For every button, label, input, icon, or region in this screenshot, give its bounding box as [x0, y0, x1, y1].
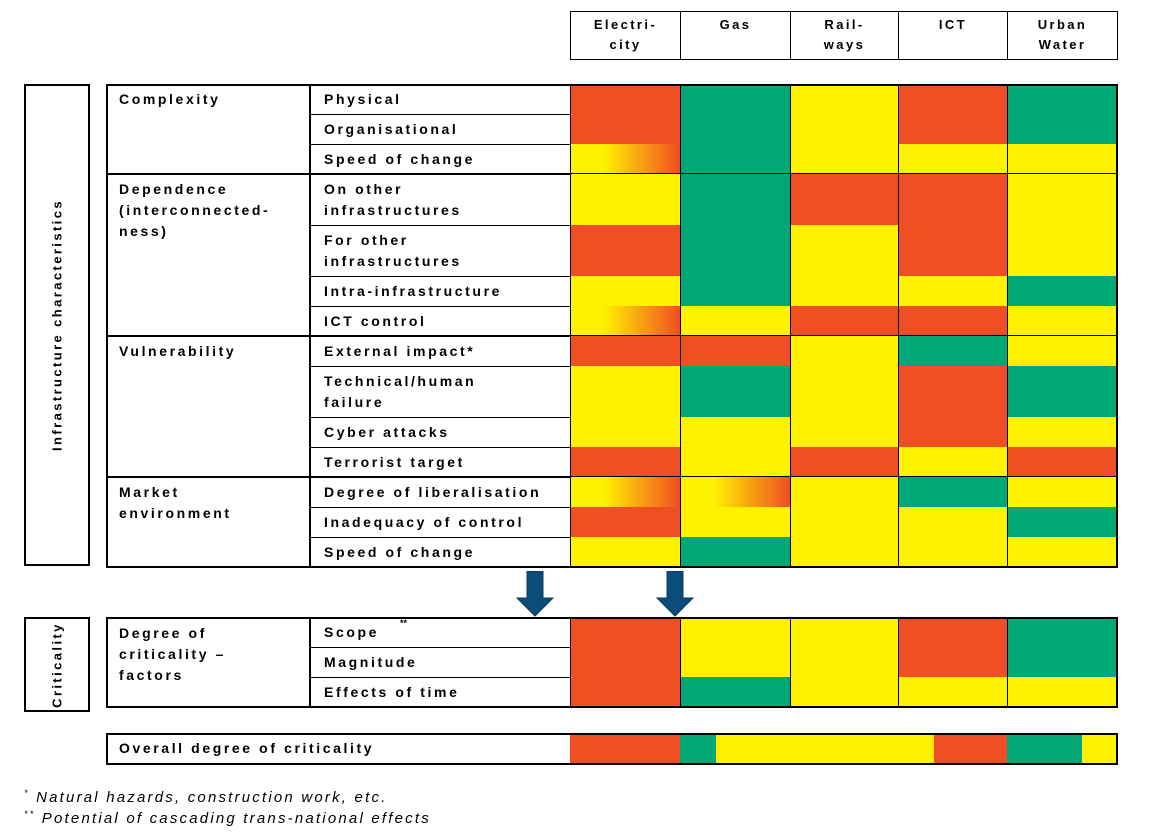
- cell-degree-of-liberalisation-0-yellow-red-gradient: [570, 477, 681, 508]
- column-header-ict: ICT: [898, 11, 1008, 60]
- cell-cyber-attacks-1-yellow: [680, 417, 791, 448]
- infrastructure-characteristics-label: Infrastructure characteristics: [49, 199, 65, 451]
- cell-physical-4-green: [1007, 84, 1118, 115]
- overall-cell-0-red: [570, 733, 680, 763]
- cell-effects-of-time-2-yellow: [790, 677, 899, 708]
- row-label-magnitude: Magnitude: [324, 654, 418, 670]
- column-divider: [570, 617, 571, 707]
- cell-for-other-infrastructures-3-red: [898, 225, 1008, 277]
- criticality-table-border: [106, 617, 1118, 708]
- row-label-inadequacy-of-control: Inadequacy of control: [324, 514, 525, 530]
- column-divider: [898, 84, 899, 567]
- column-divider: [790, 617, 791, 707]
- criticality-label-column-divider: [309, 617, 311, 707]
- cell-external-impact-0-red: [570, 336, 681, 367]
- row-label-effects-of-time: Effects of time: [324, 684, 460, 700]
- row-label-speed-of-change: Speed of change: [324, 544, 476, 560]
- down-arrow-icon: [515, 571, 555, 617]
- column-header-urban-water: Urban Water: [1007, 11, 1118, 60]
- cell-on-other-infrastructures-4-yellow: [1007, 174, 1118, 226]
- overall-cell-1-green: [680, 733, 716, 763]
- overall-cell-4-green: [1007, 733, 1082, 763]
- cell-intra-infrastructure-2-yellow: [790, 276, 899, 307]
- footnote-2: ** Potential of cascading trans-national…: [24, 809, 431, 827]
- cell-for-other-infrastructures-2-yellow: [790, 225, 899, 277]
- group-label-dependence: Dependence (interconnected- ness): [119, 181, 271, 239]
- characteristics-table-border: [106, 84, 1118, 568]
- overall-cell-3-red: [934, 733, 1007, 763]
- row-label-technical-human-failure: Technical/human failure: [324, 373, 477, 410]
- row-label-ict-control: ICT control: [324, 313, 427, 329]
- infrastructure-characteristics-frame: [24, 84, 90, 566]
- cell-terrorist-target-0-red: [570, 447, 681, 478]
- cell-technical-human-failure-2-yellow: [790, 366, 899, 418]
- footnote-mark: **: [24, 809, 36, 819]
- column-divider: [790, 84, 791, 567]
- row-label-external-impact: External impact*: [324, 343, 476, 359]
- column-divider: [1007, 84, 1008, 567]
- footnote-text: Potential of cascading trans-national ef…: [41, 810, 431, 827]
- group-label-complexity: Complexity: [119, 91, 221, 107]
- row-label-speed-of-change: Speed of change: [324, 151, 476, 167]
- overall-cell-2-yellow: [790, 733, 898, 763]
- cell-on-other-infrastructures-1-green: [680, 174, 791, 226]
- cell-ict-control-1-yellow: [680, 306, 791, 337]
- row-label-degree-of-liberalisation: Degree of liberalisation: [324, 484, 542, 500]
- cell-for-other-infrastructures-0-red: [570, 225, 681, 277]
- cell-ict-control-4-yellow: [1007, 306, 1118, 337]
- criticality-label: Criticality: [49, 621, 65, 708]
- overall-cell-3-yellow: [898, 733, 934, 763]
- column-divider: [680, 84, 681, 567]
- criticality-frame: [24, 617, 90, 712]
- column-header-gas: Gas: [680, 11, 791, 60]
- column-divider: [680, 617, 681, 707]
- cell-scope-1-yellow: [680, 617, 791, 648]
- cell-speed-of-change-4-yellow: [1007, 537, 1118, 568]
- row-label-cyber-attacks: Cyber attacks: [324, 424, 450, 440]
- row-label-on-other-infrastructures: On other infrastructures: [324, 181, 462, 218]
- column-header-railways: Rail- ways: [790, 11, 899, 60]
- cell-magnitude-0-red: [570, 647, 681, 678]
- row-label-for-other-infrastructures: For other infrastructures: [324, 232, 462, 269]
- overall-row-border: [106, 733, 1118, 765]
- column-divider: [898, 617, 899, 707]
- group-label-column-divider: [309, 84, 311, 567]
- cell-physical-3-red: [898, 84, 1008, 115]
- overall-cell-4-yellow: [1082, 733, 1117, 763]
- column-divider: [570, 84, 571, 567]
- cell-organisational-3-red: [898, 114, 1008, 145]
- cell-technical-human-failure-1-green: [680, 366, 791, 418]
- cell-degree-of-liberalisation-3-green: [898, 477, 1008, 508]
- footnote-1: * Natural hazards, construction work, et…: [24, 788, 388, 806]
- row-label-intra-infrastructure: Intra-infrastructure: [324, 283, 503, 299]
- footnote-text: Natural hazards, construction work, etc.: [36, 789, 388, 806]
- down-arrow-icon: [655, 571, 695, 617]
- row-label-organisational: Organisational: [324, 121, 459, 137]
- row-label-superscript: **: [400, 618, 408, 628]
- group-label-market: Market environment: [119, 484, 232, 521]
- group-label-vulnerability: Vulnerability: [119, 343, 237, 359]
- cell-terrorist-target-1-yellow: [680, 447, 791, 478]
- cell-speed-of-change-0-yellow-red-gradient: [570, 144, 681, 175]
- cell-effects-of-time-4-yellow: [1007, 677, 1118, 708]
- column-divider: [1007, 617, 1008, 707]
- row-label-physical: Physical: [324, 91, 402, 107]
- footnote-mark: *: [24, 788, 30, 798]
- cell-intra-infrastructure-3-yellow: [898, 276, 1008, 307]
- row-label-scope: Scope: [324, 624, 380, 640]
- column-header-electricity: Electri- city: [570, 11, 681, 60]
- row-label-terrorist-target: Terrorist target: [324, 454, 465, 470]
- group-label-degree-of-criticality-factors: Degree of criticality – factors: [119, 625, 226, 683]
- overall-degree-label: Overall degree of criticality: [119, 740, 375, 756]
- overall-cell-1-yellow: [716, 733, 790, 763]
- cell-ict-control-3-red: [898, 306, 1008, 337]
